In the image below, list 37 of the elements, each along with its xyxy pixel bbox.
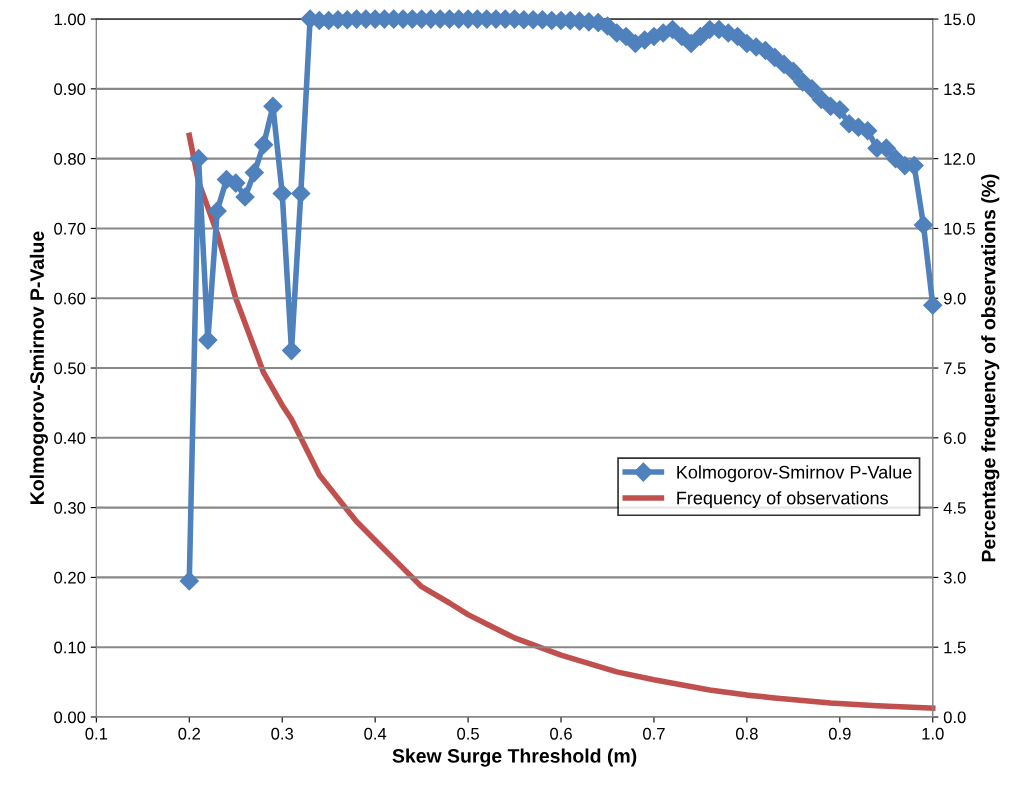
y-tick-label: 0.70: [54, 222, 86, 235]
y-tick-label: 0.80: [54, 153, 86, 165]
y2-tick-label: 15.0: [944, 13, 975, 26]
y2-tick-label: 9.0: [943, 292, 966, 305]
y2-tick-label: 10.5: [944, 222, 975, 235]
x-tick-label: 0.2: [178, 727, 201, 740]
x-tick-label: 0.8: [735, 727, 758, 740]
y-tick-label: 0.20: [54, 571, 86, 584]
y2-tick-label: 1.5: [944, 641, 966, 654]
y-tick-label: 0.60: [54, 292, 86, 305]
y-tick-label: 0.90: [54, 83, 86, 96]
legend-label: Frequency of observations: [677, 491, 888, 509]
y2-tick-label: 12.0: [944, 153, 975, 165]
y-tick-label: 0.40: [54, 432, 86, 445]
x-tick-label: 0.4: [364, 727, 387, 740]
y2-tick-label: 0.0: [943, 711, 966, 724]
y-tick-label: 1.00: [54, 13, 86, 26]
y2-tick-label: 4.5: [943, 502, 966, 514]
y2-tick-label: 13.5: [944, 83, 975, 96]
x-tick-label: 0.3: [271, 727, 294, 740]
x-axis-title: Skew Surge Threshold (m): [392, 748, 637, 767]
y-tick-label: 0.50: [54, 362, 86, 375]
y2-tick-label: 7.5: [944, 362, 966, 375]
x-tick-label: 0.6: [550, 727, 572, 740]
x-tick-label: 0.7: [643, 727, 665, 740]
y-tick-label: 0.30: [54, 502, 86, 514]
y-tick-label: 0.00: [54, 711, 86, 724]
x-tick-label: 0.9: [828, 727, 851, 740]
x-tick-label: 1.0: [922, 727, 944, 740]
legend-label: Kolmogorov-Smirnov P-Value: [677, 465, 912, 483]
y-axis-title: Kolmogorov-Smirnov P-Value: [29, 231, 48, 504]
y2-tick-label: 6.0: [944, 432, 966, 445]
y-tick-label: 0.10: [54, 641, 86, 654]
y2-tick-label: 3.0: [943, 571, 966, 584]
x-tick-label: 0.5: [457, 727, 479, 740]
y2-axis-title: Percentage frequency of observations (%): [981, 174, 1000, 562]
x-tick-label: 0.1: [85, 727, 108, 740]
